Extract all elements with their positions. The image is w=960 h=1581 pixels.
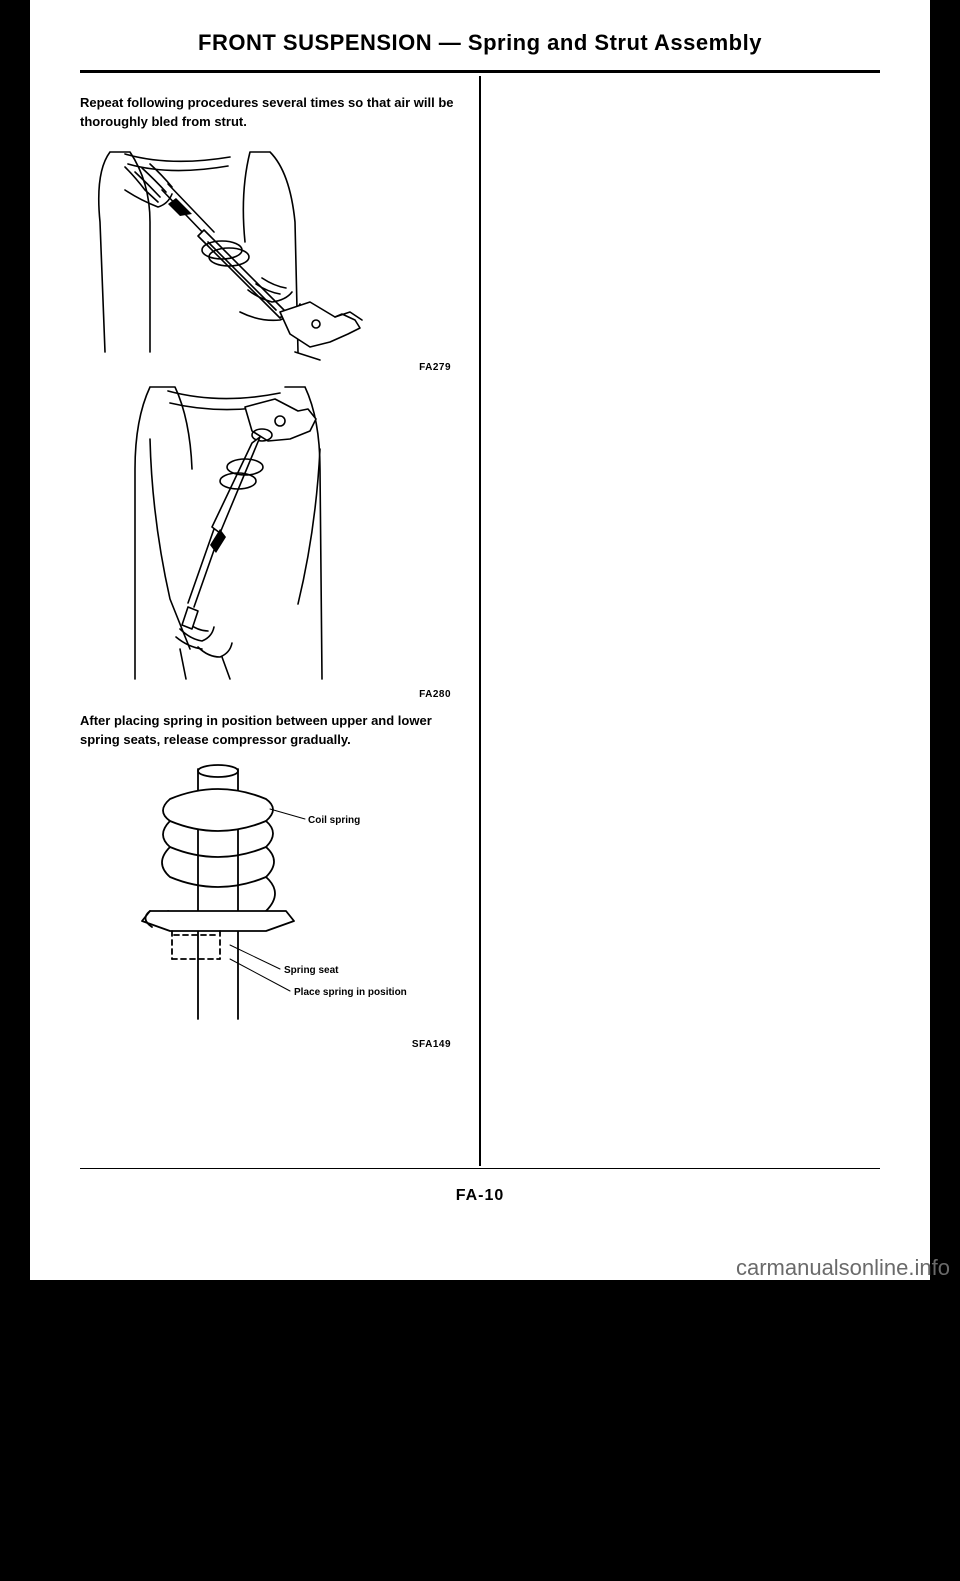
figure-sfa149: Coil spring Spring seat Place spring in …: [80, 759, 461, 1050]
page-wrapper: FRONT SUSPENSION — Spring and Strut Asse…: [0, 0, 960, 1581]
figure-fa279: FA279: [80, 142, 461, 373]
coil-spring-illustration: Coil spring Spring seat Place spring in …: [80, 759, 420, 1039]
instruction-text-2: After placing spring in position between…: [80, 712, 461, 750]
strut-pull-up-illustration: [80, 379, 420, 689]
strut-push-down-illustration: [80, 142, 420, 362]
page-number: FA-10: [80, 1187, 880, 1205]
document-page: FRONT SUSPENSION — Spring and Strut Asse…: [30, 0, 930, 1280]
figure-code-2: FA280: [80, 689, 461, 700]
two-column-layout: Repeat following procedures several time…: [80, 76, 880, 1166]
label-place-spring: Place spring in position: [294, 987, 407, 998]
instruction-text-1: Repeat following procedures several time…: [80, 94, 461, 132]
watermark-text: carmanualsonline.info: [736, 1255, 950, 1281]
left-column: Repeat following procedures several time…: [80, 76, 479, 1166]
top-rule-thick: [80, 70, 880, 73]
figure-fa280: FA280: [80, 379, 461, 700]
bottom-rule: [80, 1168, 880, 1169]
page-title: FRONT SUSPENSION — Spring and Strut Asse…: [80, 30, 880, 56]
figure-code-1: FA279: [80, 362, 461, 373]
label-coil-spring: Coil spring: [308, 815, 360, 826]
right-column: [481, 76, 880, 1166]
label-spring-seat: Spring seat: [284, 965, 339, 976]
figure-code-3: SFA149: [80, 1039, 461, 1050]
